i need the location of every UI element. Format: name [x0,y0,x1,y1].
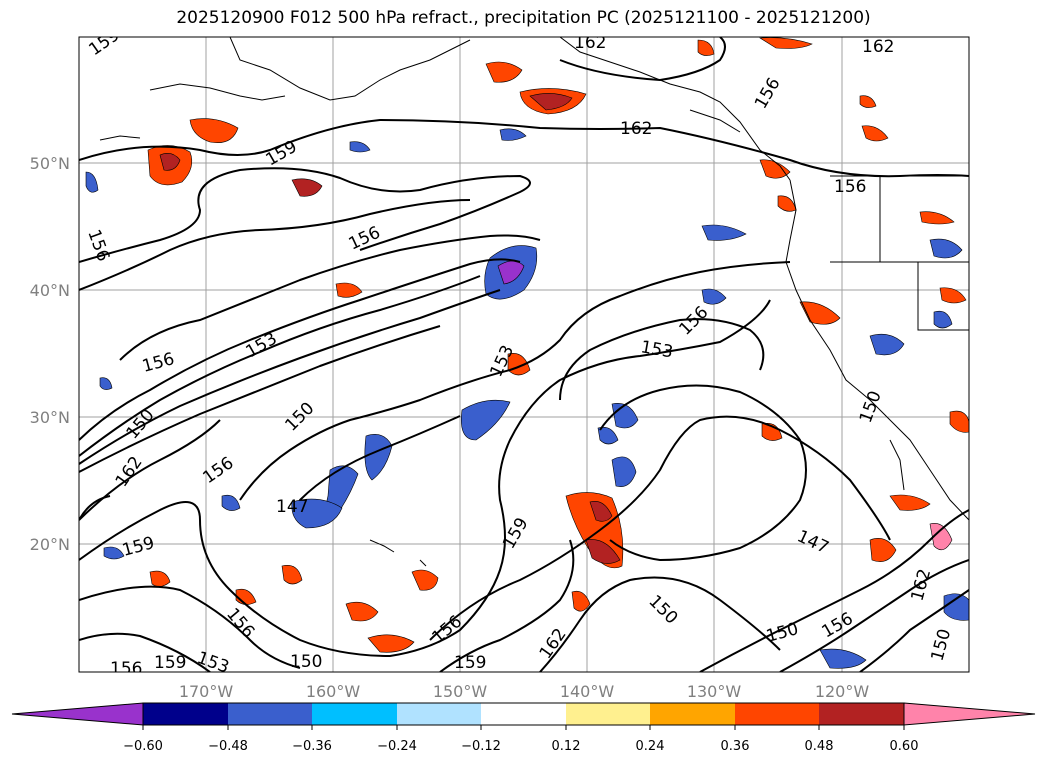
colorbar-segment [566,703,650,725]
contour-label: 156 [834,177,866,197]
lon-label: 130°W [687,682,742,701]
contour-label: 156 [110,659,142,679]
colorbar-tick-label: −0.60 [123,739,163,754]
colorbar-tick-label: 0.60 [890,739,919,754]
colorbar-ticks [142,725,905,730]
lon-label: 160°W [306,682,361,701]
longitude-labels: 170°W 160°W 150°W 140°W 130°W 120°W [179,682,870,701]
contour-label: 162 [620,119,652,139]
colorbar-tick-labels: −0.60 −0.48 −0.36 −0.24 −0.12 0.12 0.24 … [123,739,918,754]
coastlines [99,37,969,567]
colorbar-tick-label: 0.24 [636,739,665,754]
lat-label: 30°N [30,408,70,427]
contour-label: 159 [454,653,486,673]
lat-label: 50°N [30,154,70,173]
colorbar-tick-label: −0.12 [461,739,501,754]
colorbar-tick-label: −0.24 [377,739,417,754]
colorbar-extend-high [903,702,1036,726]
lon-label: 150°W [433,682,488,701]
contour-label: 147 [276,497,308,517]
colorbar-extend-low [11,702,144,726]
colorbar-segment [228,703,312,725]
lon-label: 120°W [815,682,870,701]
precip-negative-areas [85,128,969,669]
contour-label: 162 [862,37,894,57]
map-frame [78,36,970,673]
colorbar-outline [142,702,905,726]
lat-label: 20°N [30,535,70,554]
colorbar-segment [650,703,735,725]
contour-label: 162 [574,33,606,53]
colorbar-tick-label: 0.12 [552,739,581,754]
contour-label: 150 [290,652,322,672]
colorbar-tick-label: 0.48 [805,739,834,754]
map-panel [79,37,969,672]
colorbar-segment [312,703,397,725]
latitude-labels: 50°N 40°N 30°N 20°N [30,154,70,554]
colorbar-segment [481,703,566,725]
colorbar-tick-label: 0.36 [721,739,750,754]
map-title: 2025120900 F012 500 hPa refract., precip… [176,8,871,28]
colorbar-tick-label: −0.48 [208,739,248,754]
height-contours [79,37,969,672]
lon-label: 140°W [560,682,615,701]
contour-label: 159 [154,653,186,673]
colorbar-tick-label: −0.36 [292,739,332,754]
precip-positive-areas [147,37,969,653]
colorbar-segment [397,703,481,725]
lon-label: 170°W [179,682,234,701]
lat-label: 40°N [30,281,70,300]
colorbar-segment [735,703,819,725]
colorbar-segment [143,703,228,725]
colorbar: −0.60 −0.48 −0.36 −0.24 −0.12 0.12 0.24 … [11,702,1036,754]
colorbar-segment [819,703,904,725]
